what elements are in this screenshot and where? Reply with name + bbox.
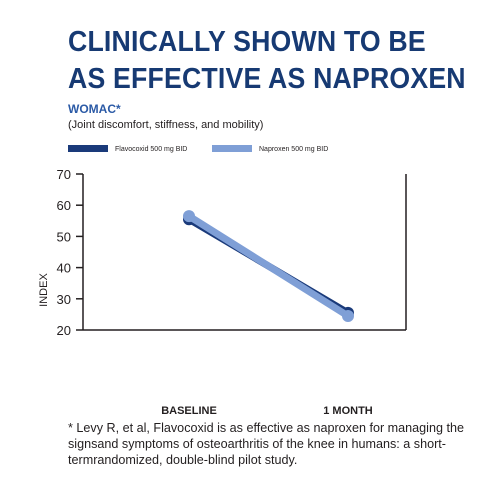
data-point-2-1 [183, 210, 195, 223]
y-tick-label-40: 40 [57, 261, 71, 276]
y-tick-label-50: 50 [57, 229, 71, 244]
chart-description: (Joint discomfort, stiffness, and mobili… [68, 119, 264, 131]
y-tick-label-70: 70 [57, 167, 71, 182]
y-tick-label-30: 30 [57, 292, 71, 307]
y-tick-label-60: 60 [57, 198, 71, 213]
series-line-2 [185, 212, 352, 320]
legend-label-1: Flavocoxid 500 mg BID [115, 146, 187, 153]
headline: CLINICALLY SHOWN TO BE AS EFFECTIVE AS N… [68, 24, 466, 98]
footnote: * Levy R, et al, Flavocoxid is as effect… [68, 421, 464, 467]
y-tick-label-20: 20 [57, 323, 71, 338]
y-axis-title: INDEX [38, 273, 50, 307]
chart-subtitle: WOMAC* [68, 102, 121, 116]
headline-line-1: CLINICALLY SHOWN TO BE [68, 26, 426, 58]
legend-swatch-1 [68, 145, 108, 152]
legend-swatch-2 [212, 145, 252, 152]
x-tick-label-2: 1 MONTH [323, 405, 373, 417]
headline-line-2: AS EFFECTIVE AS NAPROXEN [68, 63, 466, 95]
legend-label-2: Naproxen 500 mg BID [259, 146, 328, 153]
data-point-2-2 [342, 309, 354, 322]
x-tick-label-1: BASELINE [161, 405, 217, 417]
